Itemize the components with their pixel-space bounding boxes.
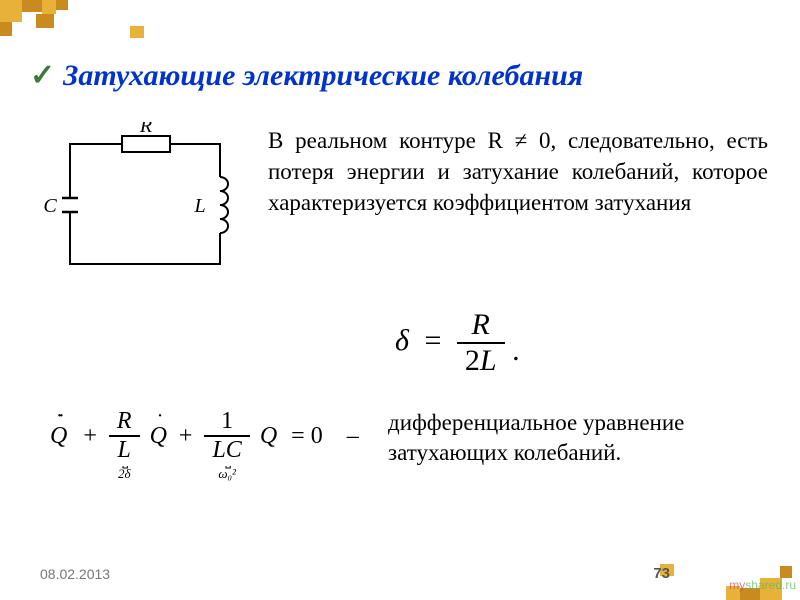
lc-term: 1 LC ⎵ ω₀²: [204, 408, 249, 464]
corner-decoration-tl: [0, 0, 180, 40]
q3-var: Q: [260, 423, 277, 450]
equals-sign: =: [424, 324, 441, 357]
delta-numerator: R: [457, 308, 505, 344]
capacitor-label: C: [43, 195, 57, 217]
resistor-label: R: [139, 122, 152, 137]
eq-zero: = 0: [291, 423, 323, 450]
plus-1: +: [83, 423, 97, 450]
omega0-label: ω₀²: [204, 466, 249, 482]
sub-paragraph: дифференциальное уравнение затухающих ко…: [388, 408, 748, 468]
watermark: myshared.ru: [729, 578, 796, 592]
rl-num: R: [109, 408, 140, 437]
rl-term: R L ⎵ 2δ: [109, 408, 140, 464]
delta-formula: δ = R 2L .: [395, 308, 520, 378]
slide-title: Затухающие электрические колебания: [30, 58, 583, 93]
lc-num: 1: [204, 408, 249, 437]
plus-2: +: [179, 423, 193, 450]
main-paragraph: В реальном контуре R ≠ 0, следовательно,…: [268, 125, 768, 218]
inductor-label: L: [193, 195, 205, 217]
circuit-diagram: R C L: [40, 122, 250, 292]
dash-sep: –: [347, 423, 359, 450]
two-delta-label: 2δ: [109, 466, 140, 482]
delta-fraction: R 2L: [457, 308, 505, 378]
slide-number: 73: [653, 565, 670, 582]
watermark-my: my: [729, 578, 745, 592]
slide-date: 08.02.2013: [40, 566, 110, 582]
formula-period: .: [512, 334, 520, 367]
delta-denominator: 2L: [457, 344, 505, 378]
q-dot: ·: [157, 405, 159, 428]
differential-equation: ·· Q + R L ⎵ 2δ · Q + 1 LC ⎵ ω₀² Q = 0 –: [50, 408, 359, 464]
delta-lhs: δ: [395, 324, 409, 357]
q-ddot: ··: [57, 405, 61, 428]
watermark-rest: shared.ru: [745, 578, 796, 592]
